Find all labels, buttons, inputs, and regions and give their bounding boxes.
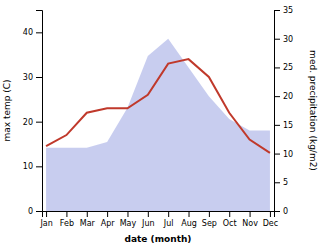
tick-mark [148, 211, 149, 217]
tick-label: Jul [163, 219, 174, 228]
tick-mark [209, 211, 210, 217]
tick-mark [36, 166, 42, 167]
plot: Jan Feb Mar Apr May Jun Jul Aug Sep Oct Nov Dec 0 10 2… [23, 6, 293, 228]
tick-mark [168, 211, 169, 217]
tick-label: Oct [223, 219, 237, 228]
tick: Feb [60, 211, 74, 228]
tick-mark [36, 122, 42, 123]
tick: 20 [274, 92, 293, 101]
tick-mark [46, 211, 47, 217]
tick: Apr [101, 211, 116, 228]
tick-mark [189, 211, 190, 217]
tick: 35 [274, 6, 293, 15]
tick: Jan [39, 211, 52, 228]
line [46, 59, 270, 153]
tick: 30 [274, 35, 293, 44]
tick: 40 [23, 28, 42, 37]
tick-mark [250, 211, 251, 217]
tick-label: May [120, 219, 137, 228]
tick-mark [274, 125, 280, 126]
tick-label: 30 [23, 73, 33, 82]
area [46, 39, 270, 211]
marks [46, 39, 270, 211]
tick: May [120, 211, 137, 228]
y-axis-title: max temp (C) [2, 79, 12, 141]
axis-line [43, 212, 275, 218]
tick-mark [229, 211, 230, 217]
tick: Dec [263, 211, 278, 228]
tick-mark [66, 211, 67, 217]
tick-label: Jun [141, 219, 155, 228]
tick-label: 10 [283, 150, 293, 159]
x-axis-title: date (month) [125, 234, 192, 244]
chart: Jan Feb Mar Apr May Jun Jul Aug Sep Oct Nov Dec 0 10 2… [0, 0, 318, 247]
tick: 0 [274, 207, 288, 216]
tick-mark [107, 211, 108, 217]
tick-mark [87, 211, 88, 217]
tick-label: 20 [23, 118, 33, 127]
tick-label: Mar [80, 219, 96, 228]
tick-label: Feb [60, 219, 74, 228]
tick-mark [36, 32, 42, 33]
axis-line [36, 11, 43, 212]
tick: Aug [181, 211, 197, 228]
tick-mark [274, 96, 280, 97]
tick-label: 30 [283, 35, 293, 44]
tick: 10 [23, 162, 42, 171]
tick-label: 20 [283, 92, 293, 101]
axis-line [275, 11, 281, 212]
tick-label: 40 [23, 28, 33, 37]
tick-mark [270, 211, 271, 217]
tick: 15 [274, 121, 293, 130]
tick: Nov [242, 211, 258, 228]
tick-label: 5 [283, 178, 288, 187]
tick-label: 15 [283, 121, 293, 130]
tick: 25 [274, 63, 293, 72]
tick-mark [274, 10, 280, 11]
y2-axis: 0 5 10 15 20 25 30 35 [274, 6, 293, 216]
tick: Sep [202, 211, 217, 228]
tick-label: Sep [202, 219, 217, 228]
tick-label: Jan [39, 219, 52, 228]
x-axis: Jan Feb Mar Apr May Jun Jul Aug Sep Oct Nov Dec [39, 211, 278, 228]
tick-mark [274, 154, 280, 155]
tick-mark [36, 211, 42, 212]
tick: 30 [23, 73, 42, 82]
tick-mark [127, 211, 128, 217]
tick: Jun [141, 211, 155, 228]
tick-mark [36, 77, 42, 78]
tick: 20 [23, 118, 42, 127]
tick-label: 25 [283, 63, 293, 72]
tick-label: Nov [242, 219, 258, 228]
tick: 5 [274, 178, 288, 187]
tick-label: Aug [181, 219, 197, 228]
tick-label: 35 [283, 6, 293, 15]
tick-mark [274, 39, 280, 40]
tick-label: 0 [28, 207, 33, 216]
tick: 10 [274, 150, 293, 159]
tick: Jul [163, 211, 174, 228]
tick-mark [274, 182, 280, 183]
tick: Mar [80, 211, 96, 228]
tick: 0 [28, 207, 42, 216]
tick: Oct [223, 211, 237, 228]
tick-label: 0 [283, 207, 288, 216]
y2-axis-title: med. precipitation (kg/m2) [308, 50, 318, 171]
tick-mark [274, 67, 280, 68]
tick-label: Dec [263, 219, 278, 228]
tick-label: Apr [101, 219, 116, 228]
y-axis: 0 10 20 30 40 [23, 11, 43, 217]
tick-mark [274, 211, 280, 212]
tick-label: 10 [23, 162, 33, 171]
